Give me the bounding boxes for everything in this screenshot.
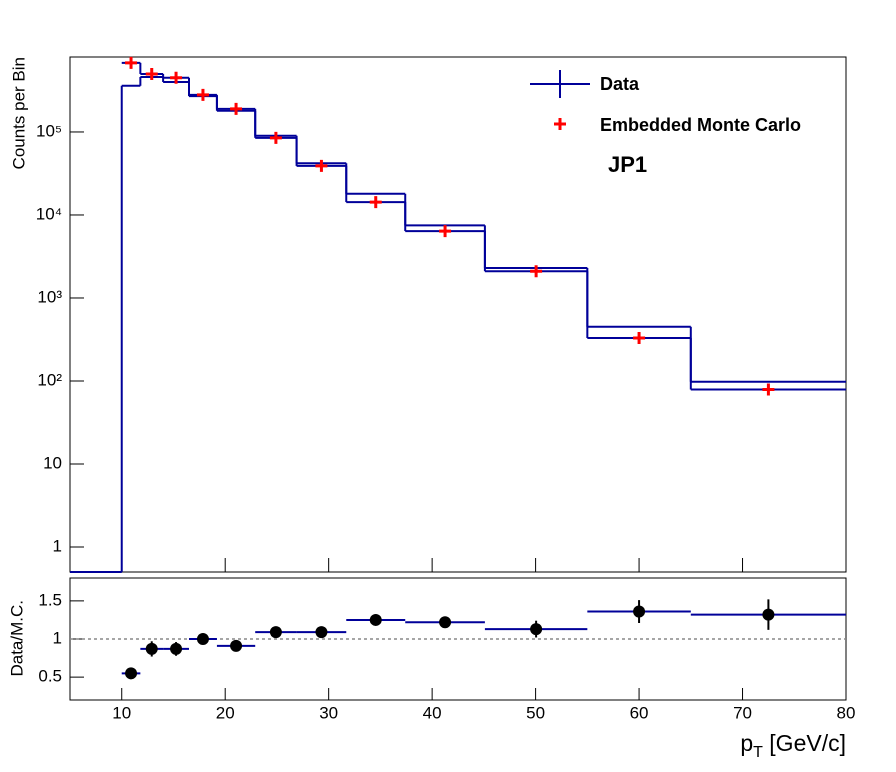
annotation: JP1 (608, 152, 647, 177)
y-tick-label: 10³ (37, 287, 62, 306)
y-tick-label: 1 (53, 536, 62, 555)
y-axis-title: Counts per Bin (9, 57, 28, 169)
x-tick-label: 60 (630, 703, 649, 722)
mc-marker (439, 225, 452, 238)
x-tick-label: 10 (112, 703, 131, 722)
mc-marker (170, 71, 183, 84)
ratio-point (633, 605, 646, 618)
mc-marker (196, 88, 209, 101)
x-tick-label: 20 (216, 703, 235, 722)
ratio-point (439, 616, 452, 629)
y-tick-label: 10⁴ (36, 204, 62, 223)
mc-marker (633, 331, 646, 344)
ratio-point (170, 642, 183, 655)
mc-marker (315, 159, 328, 172)
ratio-point (369, 613, 382, 626)
x-title-sub: T (753, 744, 763, 761)
x-tick-label: 30 (319, 703, 338, 722)
x-title-part: [GeV/c] (763, 730, 846, 756)
x-tick-label: 80 (837, 703, 856, 722)
ratio-point (315, 626, 328, 639)
x-tick-label: 40 (423, 703, 442, 722)
x-axis-title: pT [GeV/c] (740, 730, 846, 761)
mc-marker (762, 383, 775, 396)
mc-marker (125, 56, 138, 69)
ratio-point (145, 642, 158, 655)
ratio-point (230, 639, 243, 652)
y-tick-label: 0.5 (38, 667, 62, 686)
legend-mc-icon (554, 118, 566, 130)
ratio-axis-title: Data/M.C. (7, 600, 26, 677)
mc-marker (269, 131, 282, 144)
mc-marker (230, 102, 243, 115)
ratio-point (125, 667, 138, 680)
mc-marker (369, 196, 382, 209)
top-frame (69, 56, 847, 573)
ratio-point (269, 626, 282, 639)
ratio-point (762, 608, 775, 621)
mc-marker (145, 67, 158, 80)
legend-label: Data (600, 74, 640, 94)
mc-marker (530, 265, 543, 278)
ratio-point (530, 623, 543, 636)
y-tick-label: 1 (53, 628, 62, 647)
x-tick-label: 50 (526, 703, 545, 722)
legend-data-icon (530, 70, 590, 98)
y-tick-label: 10⁵ (36, 121, 62, 140)
y-tick-label: 10² (37, 370, 62, 389)
x-title-part: p (740, 730, 753, 756)
y-tick-label: 1.5 (38, 590, 62, 609)
legend-label: Embedded Monte Carlo (600, 115, 801, 135)
ratio-point (196, 633, 209, 645)
y-tick-label: 10 (43, 453, 62, 472)
x-tick-label: 70 (733, 703, 752, 722)
